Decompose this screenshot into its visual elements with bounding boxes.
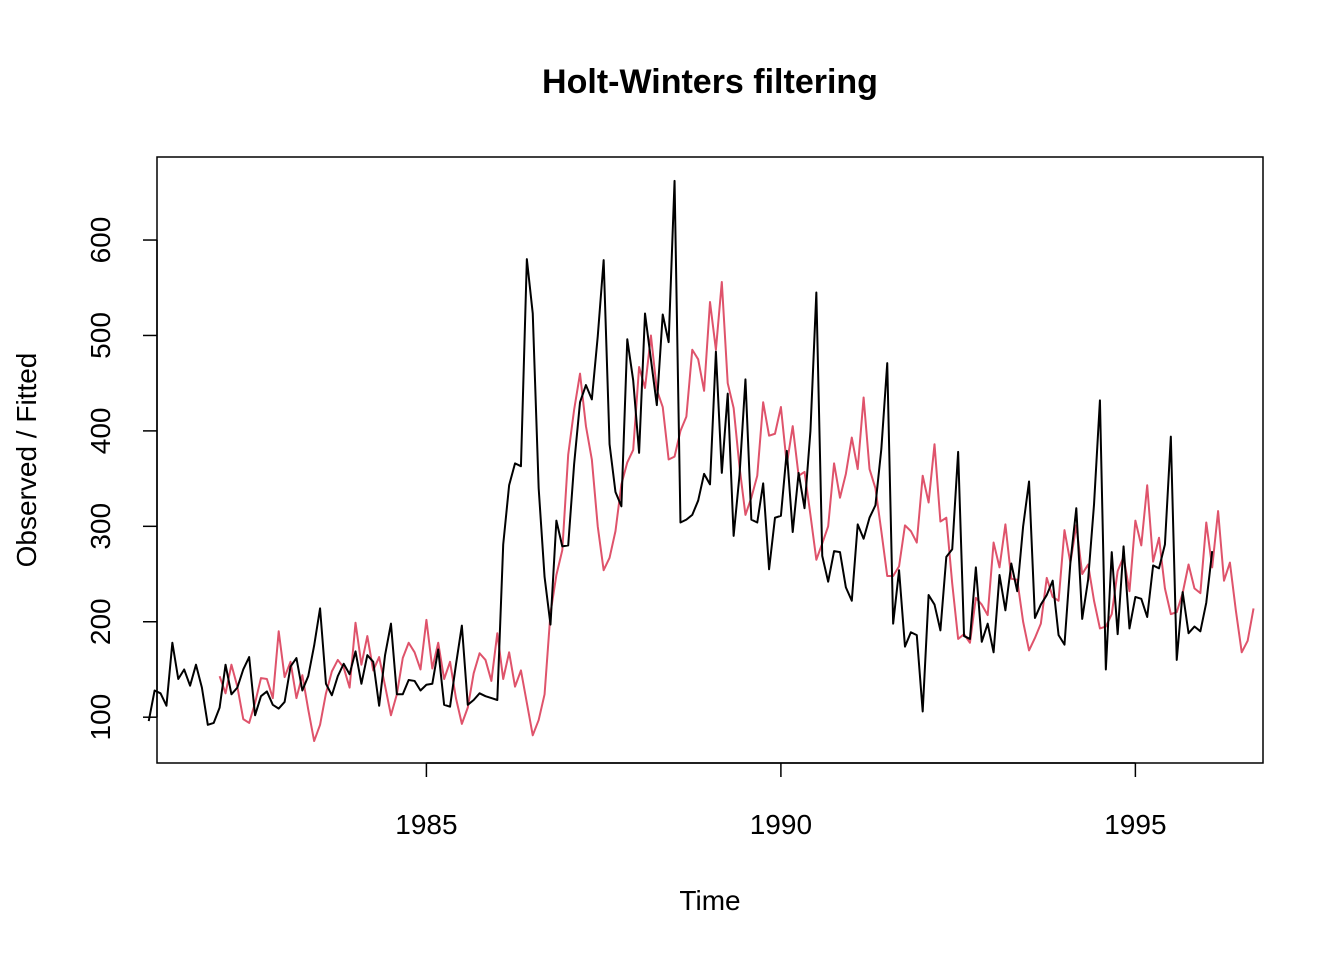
y-tick-label: 600 (85, 217, 116, 264)
y-tick-label: 500 (85, 312, 116, 359)
plot-frame (156, 156, 1264, 764)
chart-title: Holt-Winters filtering (542, 63, 878, 101)
x-tick-label: 1995 (1104, 809, 1166, 840)
y-tick-label: 200 (85, 598, 116, 645)
y-axis-label: Observed / Fitted (11, 353, 42, 568)
series-layer (147, 179, 1255, 743)
observed-series-line (147, 179, 1214, 726)
x-tick-label: 1990 (750, 809, 812, 840)
y-tick-label: 300 (85, 503, 116, 550)
y-tick-label: 400 (85, 408, 116, 455)
x-tick-label: 1985 (395, 809, 457, 840)
y-tick-label: 100 (85, 694, 116, 741)
x-axis-label: Time (679, 885, 740, 916)
fitted-series-line (218, 281, 1255, 743)
